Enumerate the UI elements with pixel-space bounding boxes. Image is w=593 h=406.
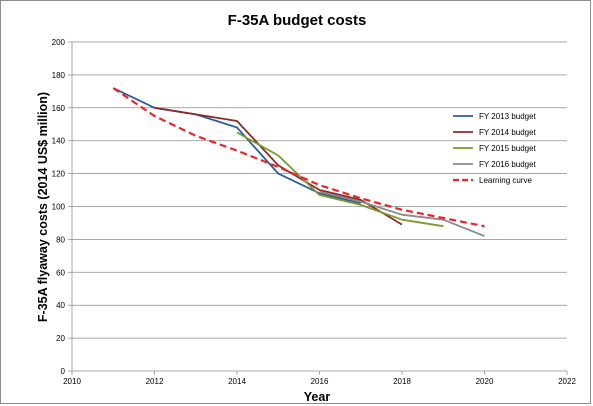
y-tick-label: 40 [56, 301, 65, 310]
x-tick-label: 2014 [228, 377, 246, 386]
legend-label: FY 2014 budget [479, 128, 537, 137]
x-tick-label: 2020 [476, 377, 494, 386]
x-tick-label: 2010 [63, 377, 81, 386]
legend-label: Learning curve [479, 176, 532, 185]
axes: 0 20 40 60 80 100 120 140 160 180 200 2010 2012 2014 2… [52, 38, 577, 386]
x-tick-label: 2018 [393, 377, 411, 386]
legend-label: FY 2016 budget [479, 160, 537, 169]
y-tick-label: 180 [52, 71, 66, 80]
y-tick-label: 60 [56, 268, 65, 277]
y-tick-label: 140 [52, 137, 66, 146]
series-lines [112, 87, 485, 237]
y-tick-label: 80 [56, 235, 65, 244]
x-tick-label: 2012 [146, 377, 164, 386]
y-tick-label: 100 [52, 203, 66, 212]
x-tick-label: 2016 [311, 377, 329, 386]
x-axis-title: Year [304, 390, 331, 404]
series-line-5 [112, 87, 485, 228]
series-line-3 [236, 131, 444, 228]
y-tick-label: 120 [52, 170, 66, 179]
y-axis-title: F-35A flyaway costs (2014 US$ million) [36, 92, 50, 322]
legend: FY 2013 budget FY 2014 budget FY 2015 budg… [453, 112, 537, 185]
y-tick-label: 200 [52, 38, 66, 47]
series-line-4 [319, 190, 485, 237]
series-line-2 [154, 106, 403, 226]
x-tick-label: 2022 [558, 377, 576, 386]
y-tick-label: 0 [61, 367, 66, 376]
legend-label: FY 2015 budget [479, 144, 537, 153]
y-gridlines [72, 41, 567, 339]
chart-title: F-35A budget costs [228, 12, 367, 29]
legend-label: FY 2013 budget [479, 112, 537, 121]
y-tick-label: 20 [56, 334, 65, 343]
y-tick-label: 160 [52, 104, 66, 113]
